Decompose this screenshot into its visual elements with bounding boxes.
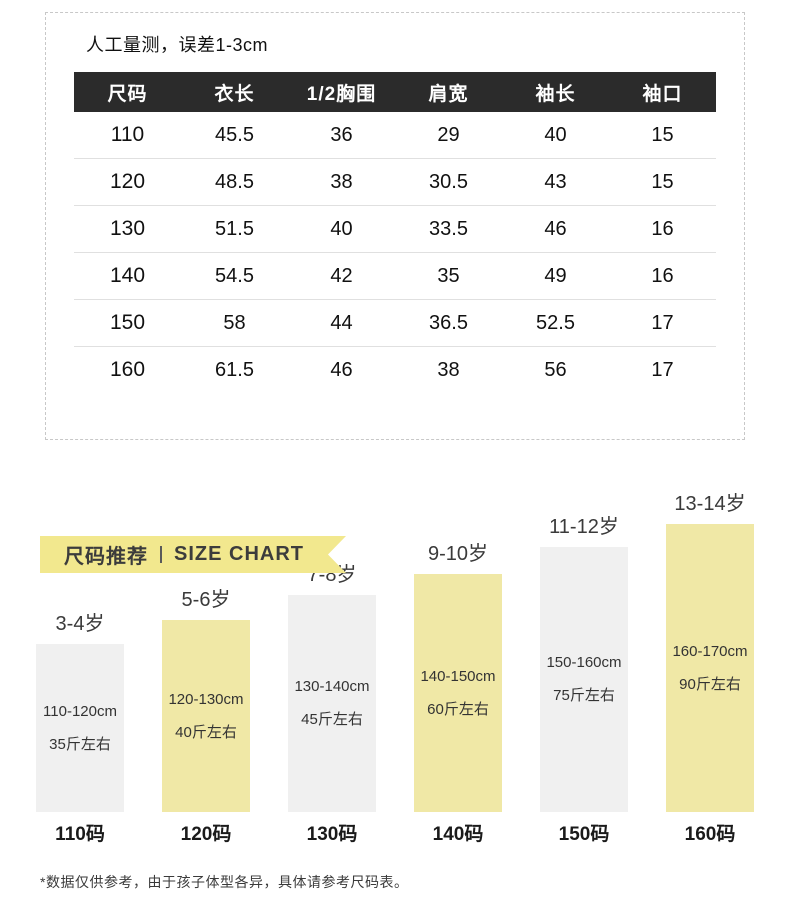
header-cell-sleeve: 袖长	[502, 72, 609, 112]
bar-size-label: 160码	[684, 824, 736, 845]
footnote: *数据仅供参考，由于孩子体型各异，具体请参考尺码表。	[40, 874, 409, 890]
header-cell-length: 衣长	[181, 72, 288, 112]
size-bar-chart: 3-4岁 110-120cm 35斤左右 110码 5-6岁 120-130cm…	[0, 492, 790, 848]
header-cell-cuff: 袖口	[609, 72, 716, 112]
table-cell: 15	[609, 112, 716, 159]
table-row: 120 48.5 38 30.5 43 15	[74, 158, 716, 206]
table-cell: 110	[74, 112, 181, 159]
table-cell: 36.5	[395, 299, 502, 347]
bar-column-150: 11-12岁 150-160cm 75斤左右 150码	[540, 515, 628, 848]
table-cell: 49	[502, 252, 609, 300]
age-label: 13-14岁	[674, 493, 746, 515]
table-cell: 16	[609, 205, 716, 253]
size-bar: 150-160cm 75斤左右	[540, 547, 628, 812]
table-cell: 38	[288, 158, 395, 206]
table-cell: 58	[181, 299, 288, 347]
size-bar: 130-140cm 45斤左右	[288, 595, 376, 812]
table-row: 160 61.5 46 38 56 17	[74, 347, 716, 394]
size-bar: 120-130cm 40斤左右	[162, 620, 250, 812]
table-row: 150 58 44 36.5 52.5 17	[74, 299, 716, 347]
table-cell: 160	[109, 358, 146, 381]
size-table: 尺码 衣长 1/2胸围 肩宽 袖长 袖口 110 45.5 36 29 40 1…	[74, 72, 716, 393]
bar-weight: 35斤左右	[49, 735, 111, 753]
bar-column-160: 13-14岁 160-170cm 90斤左右 160码	[666, 492, 754, 848]
size-table-head: 尺码 衣长 1/2胸围 肩宽 袖长 袖口	[74, 72, 716, 112]
header-cell-size: 尺码	[74, 72, 181, 112]
table-row: 130 51.5 40 33.5 46 16	[74, 205, 716, 253]
table-cell: 40	[502, 112, 609, 159]
table-cell: 54.5	[181, 252, 288, 300]
table-cell: 150	[74, 299, 181, 347]
table-cell: 30.5	[395, 158, 502, 206]
table-cell: 51.5	[181, 205, 288, 253]
bar-size-label: 110码	[55, 824, 105, 845]
banner-divider	[160, 546, 162, 563]
size-table-body: 110 45.5 36 29 40 15 120 48.5 38 30.5 43…	[74, 112, 716, 393]
size-bar: 110-120cm 35斤左右	[36, 644, 124, 812]
bar-height-range: 130-140cm	[294, 678, 370, 695]
age-label: 11-12岁	[549, 516, 619, 538]
table-cell: 48.5	[181, 158, 288, 206]
measure-note: 人工量测，误差1-3cm	[86, 35, 269, 55]
table-cell: 33.5	[395, 205, 502, 253]
age-label: 9-10岁	[427, 543, 489, 565]
table-cell: 15	[609, 158, 716, 206]
bar-weight: 45斤左右	[301, 711, 363, 728]
table-cell: 38	[437, 358, 460, 381]
table-cell: 17	[651, 358, 674, 381]
table-row: 140 54.5 42 35 49 16	[74, 252, 716, 300]
bar-size-label: 130码	[306, 824, 358, 845]
bar-size-label: 120码	[180, 824, 232, 845]
table-cell: 44	[288, 299, 395, 347]
table-cell: 61.5	[215, 358, 254, 381]
table-cell: 52.5	[502, 299, 609, 347]
table-row: 110 45.5 36 29 40 15	[74, 112, 716, 159]
bar-weight: 75斤左右	[553, 687, 615, 704]
bar-height-range: 120-130cm	[168, 690, 244, 708]
table-cell: 130	[74, 205, 181, 253]
size-bar: 160-170cm 90斤左右	[666, 524, 754, 812]
size-table-header-row: 尺码 衣长 1/2胸围 肩宽 袖长 袖口	[74, 72, 716, 112]
bar-column-130: 7-8岁 130-140cm 45斤左右 130码	[288, 563, 376, 848]
bar-height-range: 160-170cm	[672, 642, 748, 660]
size-recommendation-section: 尺码推荐 SIZE CHART 3-4岁 110-120cm 35斤左右 110…	[0, 492, 790, 892]
table-cell: 43	[502, 158, 609, 206]
table-cell: 16	[609, 252, 716, 300]
table-cell: 29	[395, 112, 502, 159]
size-chart-banner: 尺码推荐 SIZE CHART	[40, 536, 346, 573]
measurement-box: 人工量测，误差1-3cm 尺码 衣长 1/2胸围 肩宽 袖长 袖口 110 45…	[45, 12, 745, 440]
bar-weight: 40斤左右	[175, 723, 237, 741]
table-cell: 40	[288, 205, 395, 253]
header-cell-chest: 1/2胸围	[288, 72, 395, 112]
table-cell: 120	[74, 158, 181, 206]
bar-weight: 60斤左右	[427, 700, 489, 718]
bar-size-label: 150码	[558, 824, 610, 845]
bar-height-range: 140-150cm	[420, 667, 496, 685]
banner-title-en: SIZE CHART	[174, 543, 304, 565]
table-cell: 46	[502, 205, 609, 253]
bar-column-120: 5-6岁 120-130cm 40斤左右 120码	[162, 588, 250, 848]
table-cell: 17	[609, 299, 716, 347]
bar-column-110: 3-4岁 110-120cm 35斤左右 110码	[36, 612, 124, 848]
bar-column-140: 9-10岁 140-150cm 60斤左右 140码	[414, 542, 502, 848]
table-cell: 45.5	[181, 112, 288, 159]
table-cell: 35	[395, 252, 502, 300]
banner-title-cn: 尺码推荐	[64, 546, 148, 568]
header-cell-shoulder: 肩宽	[395, 72, 502, 112]
table-cell: 140	[74, 252, 181, 300]
table-cell: 42	[288, 252, 395, 300]
bar-weight: 90斤左右	[679, 675, 741, 693]
size-bar: 140-150cm 60斤左右	[414, 574, 502, 812]
bar-size-label: 140码	[432, 824, 484, 845]
table-cell: 46	[330, 358, 353, 381]
bar-height-range: 110-120cm	[43, 702, 117, 720]
table-cell: 36	[288, 112, 395, 159]
table-cell: 56	[544, 358, 567, 381]
age-label: 3-4岁	[55, 613, 105, 635]
age-label: 5-6岁	[181, 589, 231, 611]
bar-height-range: 150-160cm	[546, 654, 622, 671]
